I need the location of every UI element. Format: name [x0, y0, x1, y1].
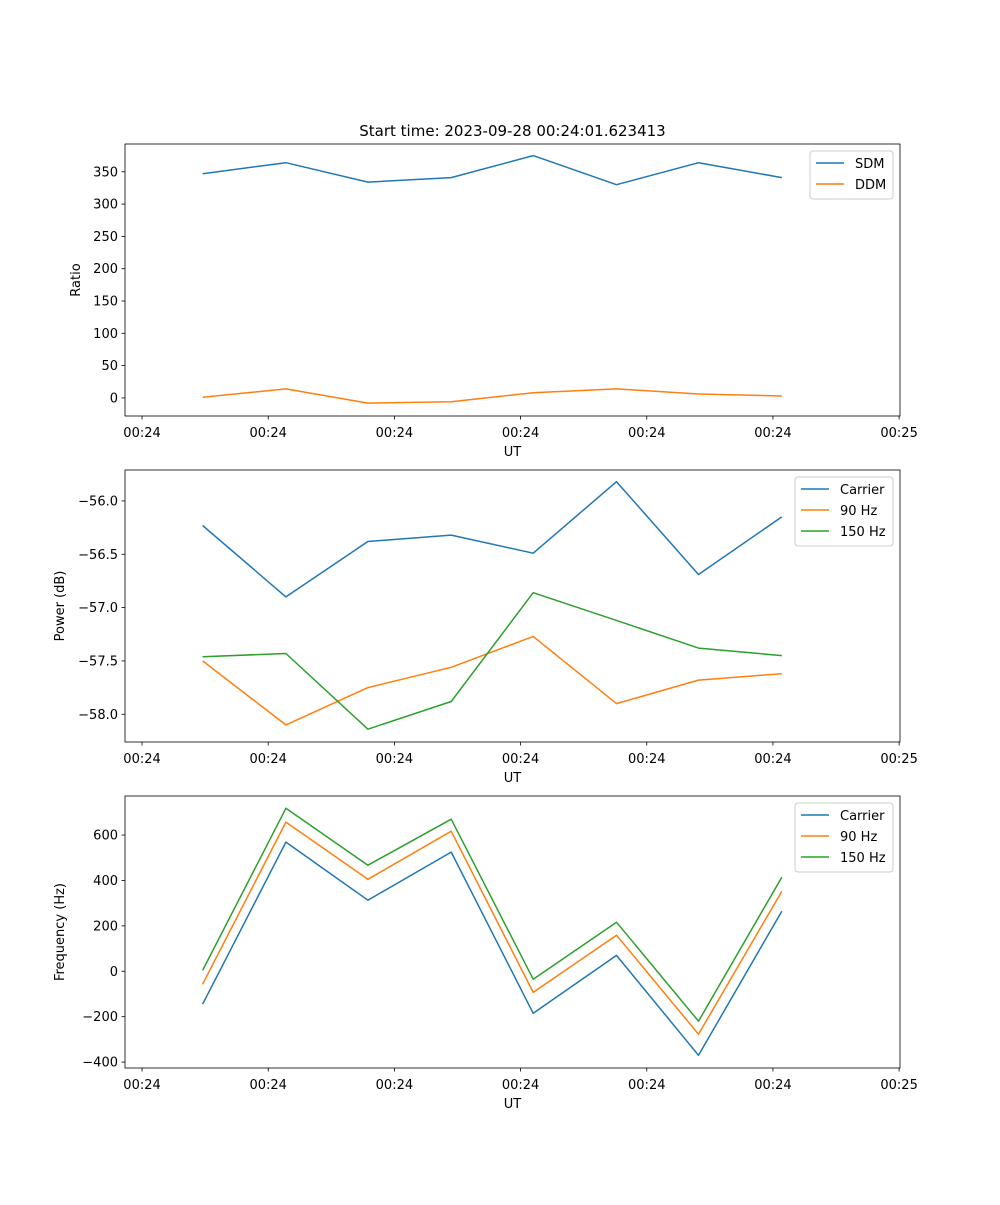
legend-label: SDM: [855, 157, 884, 172]
x-tick-label: 00:24: [123, 752, 160, 767]
y-axis-label: Ratio: [69, 263, 84, 296]
legend: Carrier 90 Hz 150 Hz: [795, 803, 893, 872]
legend-label: 150 Hz: [840, 851, 886, 866]
x-tick-label: 00:24: [249, 1078, 286, 1093]
y-tick-label: −400: [82, 1056, 118, 1071]
y-tick-label: −57.5: [78, 654, 118, 669]
series-line-sdm: [203, 156, 782, 185]
x-tick-label: 00:25: [880, 426, 917, 441]
x-tick-label: 00:24: [249, 752, 286, 767]
series-line-carrier: [203, 482, 782, 597]
series-line-150-hz: [203, 593, 782, 730]
y-tick-label: 100: [93, 327, 118, 342]
series-line-90-hz: [203, 636, 782, 725]
x-tick-label: 00:24: [249, 426, 286, 441]
y-tick-label: −57.0: [78, 601, 118, 616]
legend-label: Carrier: [840, 809, 885, 824]
x-tick-label: 00:24: [502, 1078, 539, 1093]
series-line-150-hz: [203, 808, 782, 1021]
x-axis-label: UT: [504, 445, 522, 460]
y-tick-label: 0: [110, 391, 118, 406]
series-line-90-hz: [203, 822, 782, 1034]
legend: Carrier 90 Hz 150 Hz: [795, 477, 893, 546]
axes-frame: [125, 470, 900, 742]
x-axis-label: UT: [504, 1097, 522, 1112]
series-line-ddm: [203, 389, 782, 403]
x-tick-label: 00:24: [123, 426, 160, 441]
chart-title: Start time: 2023-09-28 00:24:01.623413: [359, 122, 665, 140]
y-axis-label: Frequency (Hz): [53, 883, 68, 981]
x-tick-label: 00:24: [376, 752, 413, 767]
x-tick-label: 00:24: [628, 752, 665, 767]
x-tick-label: 00:24: [754, 426, 791, 441]
legend-label: DDM: [855, 178, 886, 193]
y-tick-label: −58.0: [78, 708, 118, 723]
axes-frame: [125, 796, 900, 1068]
x-tick-label: 00:25: [880, 1078, 917, 1093]
x-tick-label: 00:24: [376, 1078, 413, 1093]
y-tick-label: 300: [93, 198, 118, 213]
subplot-3: 00:24 00:24 00:24 00:24 00:24 00:24 00:25 −400 −…: [53, 796, 918, 1112]
y-tick-label: 600: [93, 829, 118, 844]
y-tick-label: −56.5: [78, 548, 118, 563]
y-tick-label: 200: [93, 919, 118, 934]
x-tick-label: 00:25: [880, 752, 917, 767]
y-tick-label: −56.0: [78, 494, 118, 509]
y-tick-label: −200: [82, 1010, 118, 1025]
y-tick-label: 350: [93, 165, 118, 180]
subplot-1: 00:24 00:24 00:24 00:24 00:24 00:24 00:25 0 50 10…: [69, 122, 918, 460]
x-tick-label: 00:24: [754, 1078, 791, 1093]
x-tick-label: 00:24: [628, 1078, 665, 1093]
y-tick-label: 250: [93, 230, 118, 245]
legend-label: 150 Hz: [840, 525, 886, 540]
x-tick-label: 00:24: [628, 426, 665, 441]
x-tick-label: 00:24: [376, 426, 413, 441]
y-tick-label: 0: [110, 965, 118, 980]
axes-frame: [125, 144, 900, 416]
y-axis-label: Power (dB): [53, 571, 68, 642]
y-tick-label: 400: [93, 874, 118, 889]
subplot-2: 00:24 00:24 00:24 00:24 00:24 00:24 00:25 −58.0…: [53, 470, 918, 786]
legend-label: 90 Hz: [840, 830, 877, 845]
x-tick-label: 00:24: [502, 426, 539, 441]
series-line-carrier: [203, 842, 782, 1055]
legend-label: 90 Hz: [840, 504, 877, 519]
y-tick-label: 50: [101, 359, 118, 374]
y-tick-label: 200: [93, 262, 118, 277]
x-tick-label: 00:24: [502, 752, 539, 767]
x-axis-label: UT: [504, 771, 522, 786]
legend: SDM DDM: [810, 151, 893, 199]
x-tick-label: 00:24: [754, 752, 791, 767]
legend-label: Carrier: [840, 483, 885, 498]
x-tick-label: 00:24: [123, 1078, 160, 1093]
y-tick-label: 150: [93, 294, 118, 309]
